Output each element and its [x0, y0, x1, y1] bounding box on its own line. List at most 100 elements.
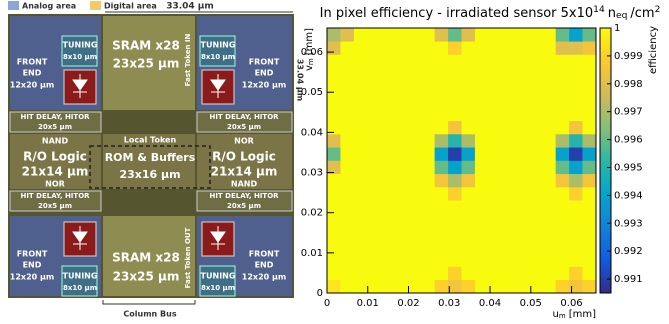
heat-cell: [327, 227, 341, 241]
heat-cell: [529, 200, 543, 214]
heat-cell: [556, 253, 570, 267]
heat-cell: [340, 240, 354, 254]
heat-cell: [354, 147, 368, 161]
heat-cell: [327, 174, 341, 188]
colorbar-tick-label: 0.993: [614, 218, 643, 229]
heat-cell: [448, 134, 462, 148]
heat-cell: [340, 253, 354, 267]
heat-cell: [475, 94, 489, 108]
heat-cell: [569, 55, 583, 69]
diagram-label: TUNING: [201, 41, 236, 50]
heat-cell: [394, 55, 408, 69]
heat-cell: [394, 81, 408, 95]
heat-cell: [435, 81, 449, 95]
heat-cell: [367, 253, 381, 267]
heat-cell: [435, 214, 449, 228]
heat-cell: [462, 187, 476, 201]
heat-cell: [569, 134, 583, 148]
heat-cell: [354, 28, 368, 42]
x-axis-label-part: m: [559, 312, 566, 320]
heat-cell: [394, 121, 408, 135]
heat-cell: [340, 121, 354, 135]
y-tick-label: 0: [317, 288, 323, 299]
heat-cell: [488, 55, 502, 69]
heat-cell: [462, 81, 476, 95]
heat-cell: [448, 81, 462, 95]
heat-cell: [556, 134, 570, 148]
heat-cell: [556, 174, 570, 188]
heat-cell: [394, 200, 408, 214]
heat-cell: [569, 214, 583, 228]
heat-cell: [515, 41, 529, 55]
heat-cell: [421, 94, 435, 108]
heat-cell: [462, 94, 476, 108]
digital-swatch: [90, 1, 101, 10]
y-tick-label: 0.05: [301, 87, 323, 98]
heat-cell: [583, 240, 597, 254]
heat-cell: [381, 240, 395, 254]
diagram-label: TUNING: [63, 41, 98, 50]
heat-cell: [327, 28, 341, 42]
heat-cell: [448, 161, 462, 175]
heat-cell: [529, 68, 543, 82]
heat-cell: [502, 267, 516, 281]
diagram-label: R/O Logic: [212, 150, 276, 164]
heat-cell: [340, 55, 354, 69]
heat-cell: [556, 147, 570, 161]
heat-cell: [502, 161, 516, 175]
heat-cell: [569, 121, 583, 135]
column-bus-bracket: [103, 300, 195, 304]
heat-cell: [502, 187, 516, 201]
heat-cell: [367, 227, 381, 241]
heat-cell: [381, 68, 395, 82]
heat-cell: [529, 55, 543, 69]
heat-cell: [327, 240, 341, 254]
heat-cell: [394, 240, 408, 254]
heat-cell: [394, 161, 408, 175]
heat-cell: [448, 147, 462, 161]
heat-cell: [367, 68, 381, 82]
diagram-label: HIT DELAY, HITOR: [209, 113, 279, 121]
heat-cell: [448, 200, 462, 214]
colorbar-tick-label: 0.998: [614, 79, 643, 90]
heat-cell: [448, 267, 462, 281]
page: Analog areaDigital area33.04 µmTUNING8x1…: [0, 0, 669, 324]
heat-cell: [569, 253, 583, 267]
heat-cell: [502, 55, 516, 69]
heat-cell: [462, 200, 476, 214]
heat-cell: [367, 147, 381, 161]
heat-cell: [408, 253, 422, 267]
heat-cell: [421, 134, 435, 148]
heat-cell: [448, 28, 462, 42]
heat-cell: [408, 55, 422, 69]
heat-cell: [381, 108, 395, 122]
heat-cell: [488, 253, 502, 267]
heat-cell: [367, 240, 381, 254]
heat-cell: [327, 161, 341, 175]
diagram-label: 12x20 µm: [10, 273, 54, 282]
heat-cell: [421, 227, 435, 241]
heat-cell: [354, 267, 368, 281]
heat-cell: [367, 134, 381, 148]
heat-cell: [394, 108, 408, 122]
heat-cell: [354, 174, 368, 188]
y-axis-label-part: m: [307, 58, 315, 65]
heat-cell: [408, 108, 422, 122]
heat-cell: [515, 94, 529, 108]
heat-cell: [515, 68, 529, 82]
heat-cell: [327, 147, 341, 161]
heat-cell: [408, 240, 422, 254]
heat-cell: [354, 200, 368, 214]
heat-cell: [381, 174, 395, 188]
heat-cell: [327, 55, 341, 69]
heat-cell: [462, 174, 476, 188]
heat-cell: [327, 134, 341, 148]
heat-cell: [542, 134, 556, 148]
heat-cell: [421, 267, 435, 281]
heat-cell: [354, 55, 368, 69]
heat-cell: [529, 121, 543, 135]
heat-cell: [515, 267, 529, 281]
heat-cell: [367, 267, 381, 281]
heat-cell: [488, 161, 502, 175]
heat-cell: [435, 41, 449, 55]
